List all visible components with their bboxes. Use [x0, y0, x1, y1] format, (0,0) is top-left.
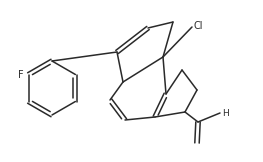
Text: F: F [18, 69, 24, 80]
Text: Cl: Cl [194, 21, 204, 31]
Text: H: H [222, 109, 229, 117]
